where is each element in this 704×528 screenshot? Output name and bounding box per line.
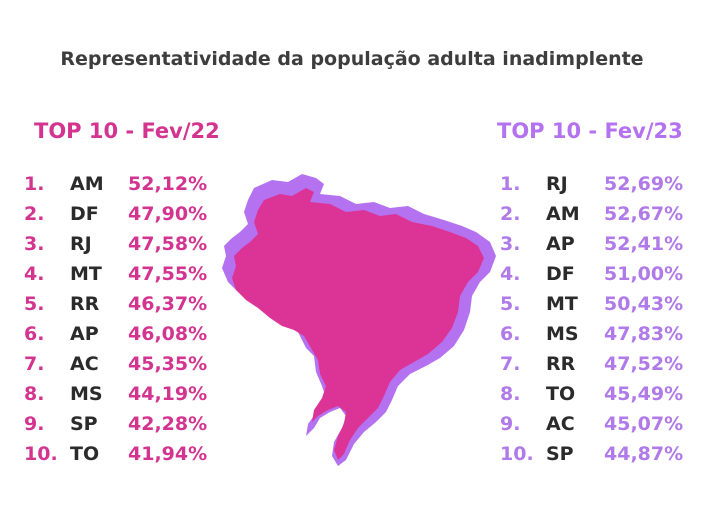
rank-label: 4. bbox=[24, 263, 45, 285]
state-code: AM bbox=[546, 203, 580, 225]
percentage-value: 44,19% bbox=[128, 383, 208, 405]
percentage-value: 46,37% bbox=[128, 293, 208, 315]
panel-title-fev23: TOP 10 - Fev/23 bbox=[497, 119, 683, 143]
state-code: AC bbox=[546, 413, 575, 435]
state-code: TO bbox=[546, 383, 576, 405]
rank-label: 3. bbox=[500, 233, 521, 255]
state-code: DF bbox=[546, 263, 575, 285]
percentage-value: 46,08% bbox=[128, 323, 208, 345]
rank-label: 8. bbox=[500, 383, 521, 405]
rank-label: 7. bbox=[24, 353, 45, 375]
percentage-value: 52,69% bbox=[604, 173, 684, 195]
percentage-value: 50,43% bbox=[604, 293, 684, 315]
percentage-value: 45,07% bbox=[604, 413, 684, 435]
chart-title: Representatividade da população adulta i… bbox=[60, 48, 644, 70]
rank-label: 9. bbox=[500, 413, 521, 435]
percentage-value: 52,41% bbox=[604, 233, 684, 255]
panel-title-fev22: TOP 10 - Fev/22 bbox=[34, 119, 220, 143]
percentage-value: 51,00% bbox=[604, 263, 684, 285]
state-code: SP bbox=[70, 413, 98, 435]
percentage-value: 47,83% bbox=[604, 323, 684, 345]
state-code: AP bbox=[546, 233, 575, 255]
percentage-value: 45,35% bbox=[128, 353, 208, 375]
rank-label: 10. bbox=[500, 443, 534, 465]
state-code: MS bbox=[546, 323, 579, 345]
state-code: SP bbox=[546, 443, 574, 465]
state-code: AC bbox=[70, 353, 99, 375]
percentage-value: 47,55% bbox=[128, 263, 208, 285]
rank-label: 6. bbox=[500, 323, 521, 345]
rank-label: 1. bbox=[24, 173, 45, 195]
rank-label: 2. bbox=[500, 203, 521, 225]
rank-label: 2. bbox=[24, 203, 45, 225]
percentage-value: 44,87% bbox=[604, 443, 684, 465]
percentage-value: 41,94% bbox=[128, 443, 208, 465]
percentage-value: 47,52% bbox=[604, 353, 684, 375]
state-code: MS bbox=[70, 383, 103, 405]
rank-label: 10. bbox=[24, 443, 58, 465]
state-code: RR bbox=[70, 293, 100, 315]
rank-label: 5. bbox=[24, 293, 45, 315]
state-code: RR bbox=[546, 353, 576, 375]
state-code: RJ bbox=[546, 173, 568, 195]
state-code: DF bbox=[70, 203, 99, 225]
state-code: TO bbox=[70, 443, 100, 465]
rank-label: 6. bbox=[24, 323, 45, 345]
state-code: RJ bbox=[70, 233, 92, 255]
brazil-map-illustration bbox=[222, 174, 496, 466]
rank-label: 7. bbox=[500, 353, 521, 375]
percentage-value: 47,90% bbox=[128, 203, 208, 225]
brazil-map-shape bbox=[232, 188, 484, 460]
percentage-value: 42,28% bbox=[128, 413, 208, 435]
rank-label: 3. bbox=[24, 233, 45, 255]
state-code: AM bbox=[70, 173, 104, 195]
percentage-value: 52,67% bbox=[604, 203, 684, 225]
percentage-value: 45,49% bbox=[604, 383, 684, 405]
rank-label: 1. bbox=[500, 173, 521, 195]
rank-label: 9. bbox=[24, 413, 45, 435]
state-code: AP bbox=[70, 323, 99, 345]
percentage-value: 52,12% bbox=[128, 173, 208, 195]
state-code: MT bbox=[546, 293, 578, 315]
rank-label: 4. bbox=[500, 263, 521, 285]
rank-label: 5. bbox=[500, 293, 521, 315]
percentage-value: 47,58% bbox=[128, 233, 208, 255]
state-code: MT bbox=[70, 263, 102, 285]
rank-label: 8. bbox=[24, 383, 45, 405]
